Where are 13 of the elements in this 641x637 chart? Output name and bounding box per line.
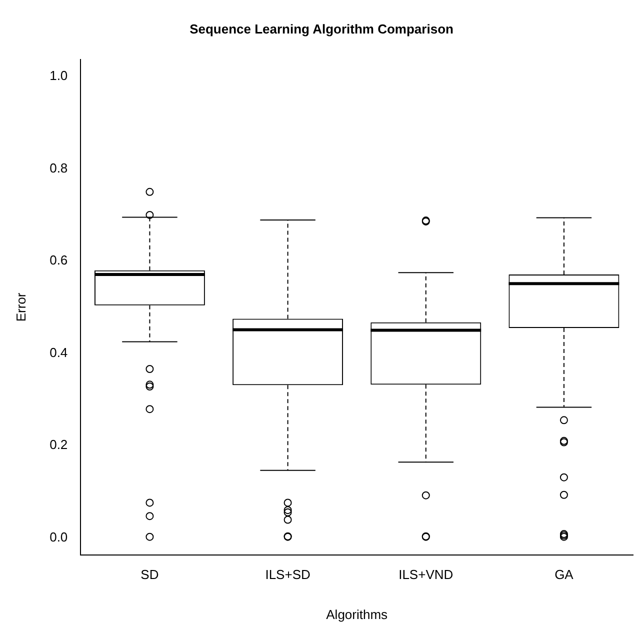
y-axis-title: Error	[13, 292, 28, 322]
x-tick-label: ILS+VND	[398, 567, 454, 582]
y-tick-label: 0.0	[50, 529, 68, 544]
y-tick-label: 0.4	[50, 344, 68, 360]
x-tick-label: SD	[140, 567, 159, 582]
y-tick-label: 0.2	[50, 437, 68, 452]
x-axis-title: Algorithms	[326, 606, 388, 622]
x-tick-label: ILS+SD	[265, 567, 310, 582]
y-tick-label: 0.6	[50, 252, 68, 268]
x-tick-label: GA	[554, 567, 574, 582]
y-tick-label: 0.8	[50, 160, 68, 176]
chart-title: Sequence Learning Algorithm Comparison	[190, 21, 454, 36]
y-tick-label: 1.0	[50, 68, 68, 84]
